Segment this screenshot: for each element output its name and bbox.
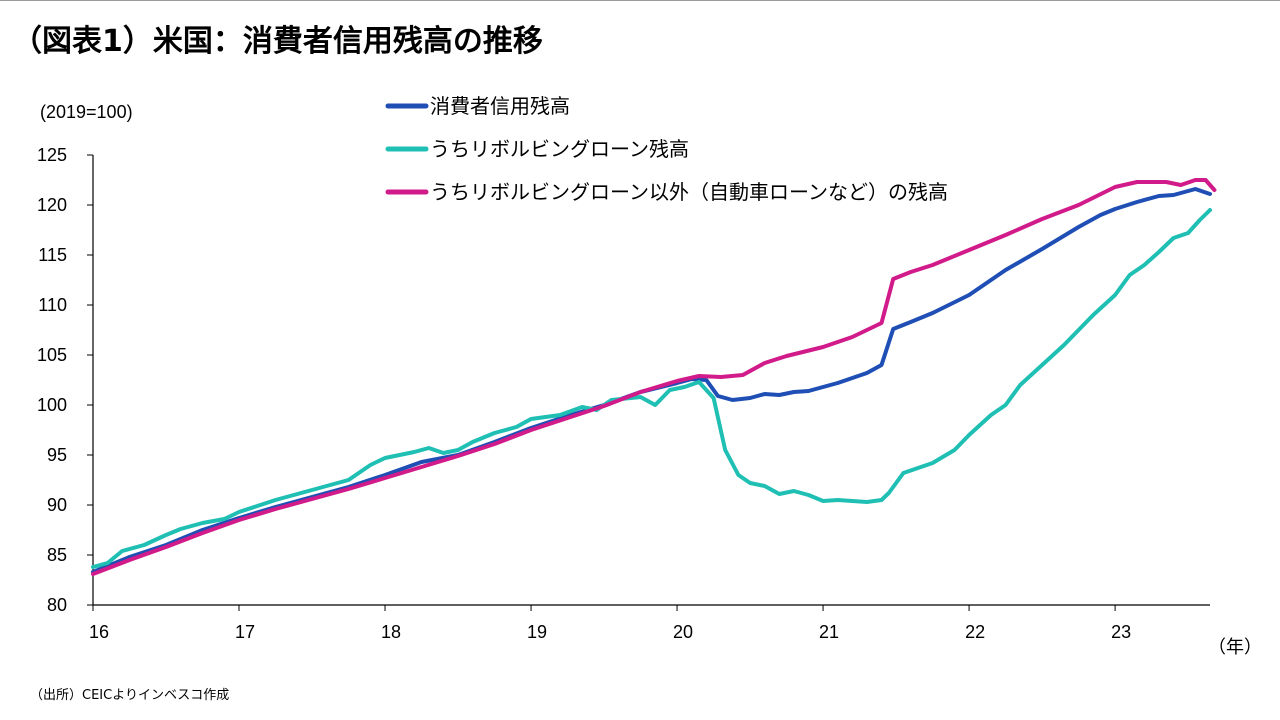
series-line-2 — [91, 208, 1212, 569]
y-tick-label: 95 — [47, 445, 67, 465]
legend-label-1: 消費者信用残高 — [430, 95, 570, 118]
x-tick-label: 23 — [1111, 622, 1131, 642]
x-unit-label: （年） — [1208, 637, 1262, 657]
series-line-1 — [91, 187, 1212, 574]
y-tick-label: 90 — [47, 495, 67, 515]
y-tick-label: 85 — [47, 545, 67, 565]
y-tick-label: 80 — [47, 595, 67, 615]
x-tick-label: 16 — [89, 622, 109, 642]
x-tick-label: 17 — [235, 622, 255, 642]
top-divider — [0, 0, 1280, 1]
y-tick-label: 120 — [37, 195, 67, 215]
legend-label-2: うちリボルビングローン残高 — [430, 138, 689, 161]
source-note: （出所）CEICよりインベスコ作成 — [30, 688, 230, 703]
y-tick-label: 100 — [37, 395, 67, 415]
y-tick-label: 125 — [37, 145, 67, 165]
series-layer — [91, 178, 1217, 576]
chart-axes: 80 85 90 95 100 105 110 115 120 125 16 17 18 19 20 21 22… — [37, 145, 1210, 642]
y-tick-label: 115 — [38, 245, 67, 265]
y-tick-label: 105 — [37, 345, 67, 365]
y-unit-label: (2019=100) — [40, 102, 133, 122]
y-tick-label: 110 — [38, 295, 67, 315]
x-tick-label: 20 — [673, 622, 693, 642]
x-tick-label: 19 — [527, 622, 547, 642]
x-tick-label: 21 — [819, 622, 839, 642]
chart-legend: 消費者信用残高うちリボルビングローン残高うちリボルビングローン以外（自動車ローン… — [385, 95, 948, 204]
page-title: （図表1）米国：消費者信用残高の推移 — [12, 24, 543, 59]
legend-label-3: うちリボルビングローン以外（自動車ローンなど）の残高 — [430, 181, 948, 204]
series-line-3 — [91, 178, 1217, 576]
x-tick-label: 22 — [965, 622, 985, 642]
x-tick-label: 18 — [381, 622, 401, 642]
